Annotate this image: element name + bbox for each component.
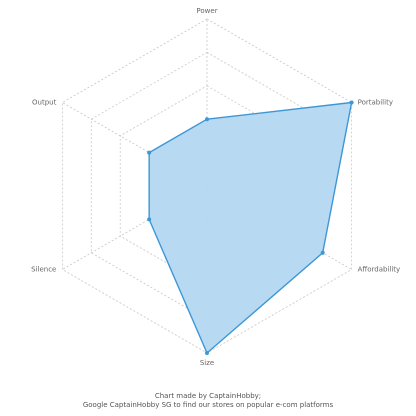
axis-label-affordability: Affordability — [358, 266, 401, 274]
credit-line-1: Chart made by CaptainHobby; — [154, 392, 262, 400]
credit-line-2: Google CaptainHobby SG to find our store… — [82, 401, 334, 409]
axis-label-portability: Portability — [358, 99, 393, 107]
data-point-affordability[interactable] — [320, 250, 325, 255]
points-layer — [147, 100, 354, 355]
axis-labels: Power Portability Affordability Size Silence… — [31, 7, 400, 367]
axis-label-size: Size — [200, 359, 214, 367]
axis-label-output: Output — [32, 99, 57, 107]
series-area-1 — [148, 101, 353, 354]
data-point-size[interactable] — [205, 351, 209, 355]
chart-credit: Chart made by CaptainHobby; Google Capta… — [0, 392, 416, 410]
series-layer — [148, 101, 353, 354]
data-point-power[interactable] — [205, 117, 209, 122]
axis-label-silence: Silence — [31, 266, 56, 274]
data-point-portability[interactable] — [349, 100, 354, 105]
axis-label-power: Power — [196, 7, 217, 15]
data-point-output[interactable] — [147, 150, 152, 155]
data-point-silence[interactable] — [147, 217, 152, 222]
